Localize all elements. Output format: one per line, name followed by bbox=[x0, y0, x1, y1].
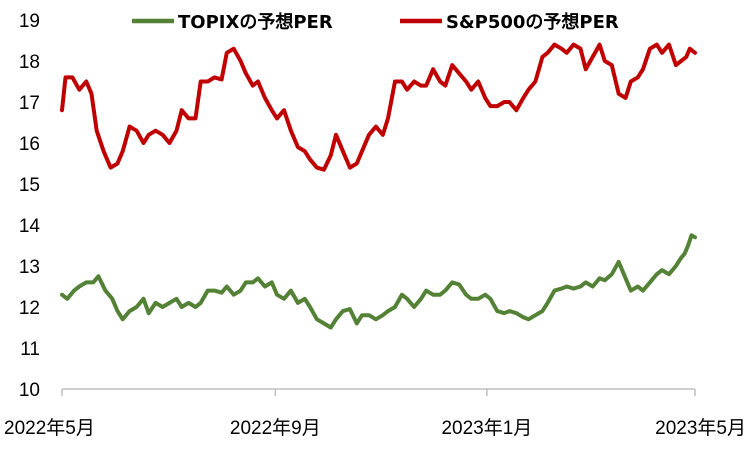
x-tick-label: 2023年5月 bbox=[655, 417, 746, 439]
x-tick-label: 2023年1月 bbox=[441, 417, 532, 439]
y-tick-label: 17 bbox=[19, 93, 40, 114]
y-axis-ticks: 10 11 12 13 14 15 16 17 18 19 bbox=[19, 11, 41, 401]
y-tick-label: 15 bbox=[19, 175, 40, 196]
y-tick-label: 16 bbox=[19, 134, 40, 155]
y-tick-label: 14 bbox=[19, 216, 41, 237]
y-tick-label: 11 bbox=[20, 339, 40, 360]
legend: TOPIXの予想PER S&P500の予想PER bbox=[132, 11, 619, 33]
x-tick-label: 2022年9月 bbox=[230, 417, 321, 439]
y-tick-label: 12 bbox=[19, 298, 40, 319]
series-line bbox=[60, 42, 697, 172]
legend-label: S&P500の予想PER bbox=[446, 11, 619, 33]
series-layer bbox=[60, 42, 697, 330]
x-axis: 2022年5月 2022年9月 2023年1月 2023年5月 bbox=[4, 388, 746, 439]
y-tick-label: 10 bbox=[19, 380, 40, 401]
legend-label: TOPIXの予想PER bbox=[178, 11, 333, 33]
y-tick-label: 19 bbox=[19, 11, 40, 32]
y-tick-label: 18 bbox=[19, 52, 40, 73]
y-tick-label: 13 bbox=[19, 257, 40, 278]
series-line bbox=[60, 233, 697, 330]
x-tick-label: 2022年5月 bbox=[4, 417, 95, 439]
